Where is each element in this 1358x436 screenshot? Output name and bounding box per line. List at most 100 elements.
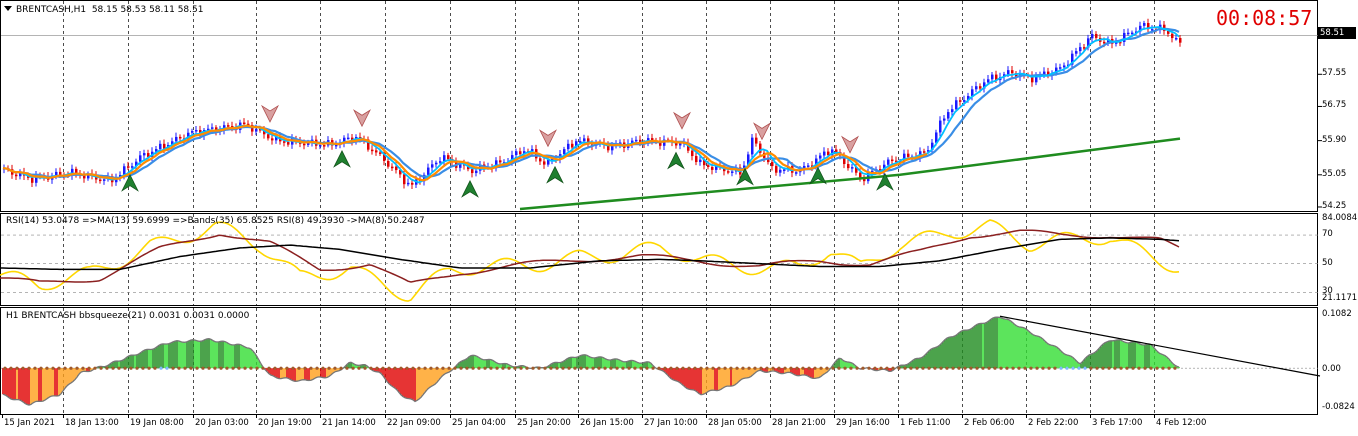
squeeze-dot — [1161, 366, 1165, 370]
time-tick-label: 2 Feb 22:00 — [1028, 418, 1079, 428]
bear-candle — [835, 149, 838, 153]
bear-candle — [847, 164, 850, 169]
squeeze-dot — [315, 366, 319, 370]
squeeze-dot — [513, 366, 517, 370]
squeeze-dot — [195, 366, 199, 370]
bear-candle — [607, 144, 610, 151]
bear-candle — [703, 159, 706, 166]
bull-candle — [1175, 37, 1178, 40]
squeeze-dot — [987, 366, 991, 370]
bull-candle — [1143, 23, 1146, 26]
squeeze-dot — [249, 366, 253, 370]
squeeze-dot — [651, 366, 655, 370]
main-panel-frame — [0, 0, 1318, 212]
bull-candle — [967, 95, 970, 101]
bear-candle — [923, 151, 926, 153]
time-tick-label: 1 Feb 11:00 — [900, 418, 951, 428]
bear-candle — [391, 166, 394, 169]
buy-arrow-icon — [667, 151, 685, 170]
squeeze-dot — [477, 366, 481, 370]
squeeze-dot — [219, 366, 223, 370]
squeeze-dot — [525, 366, 529, 370]
bear-candle — [243, 122, 246, 125]
bear-candle — [1163, 24, 1166, 31]
bull-candle — [431, 164, 434, 168]
squeeze-dot — [27, 366, 31, 370]
symbol-header[interactable]: BRENTCASH,H1 58.15 58.53 58.11 58.51 — [4, 5, 203, 15]
squeeze-dot — [993, 366, 997, 370]
squeeze-dot — [771, 366, 775, 370]
rsi-line — [0, 219, 1180, 302]
squeeze-dot — [45, 366, 49, 370]
squeeze-dot — [801, 366, 805, 370]
squeeze-dot — [933, 366, 937, 370]
rsi-level-70: 70 — [1322, 229, 1333, 239]
bull-candle — [1035, 75, 1038, 83]
squeeze-dot — [579, 366, 583, 370]
bear-candle — [855, 167, 858, 173]
squeeze-dot — [831, 366, 835, 370]
bull-candle — [795, 172, 798, 174]
bull-candle — [819, 155, 822, 159]
squeeze-dot — [555, 366, 559, 370]
bear-candle — [771, 162, 774, 167]
bull-candle — [583, 138, 586, 142]
squeeze-zero-label: 0.00 — [1322, 364, 1341, 374]
bear-candle — [843, 155, 846, 165]
squeeze-dot — [573, 366, 577, 370]
bear-candle — [587, 138, 590, 145]
bull-candle — [19, 172, 22, 177]
bull-candle — [187, 132, 190, 140]
rsi-bands-line — [0, 237, 1180, 271]
bear-candle — [403, 174, 406, 185]
bear-candle — [399, 170, 402, 175]
bull-candle — [475, 170, 478, 174]
squeeze-dot — [69, 366, 73, 370]
bull-candle — [779, 169, 782, 173]
sell-arrow-icon — [753, 122, 771, 141]
squeeze-dot — [153, 366, 157, 370]
bear-candle — [1179, 37, 1182, 43]
bull-candle — [211, 127, 214, 129]
bull-candle — [963, 100, 966, 102]
squeeze-dot — [1143, 366, 1147, 370]
squeeze-dot — [717, 366, 721, 370]
bear-candle — [383, 152, 386, 161]
squeeze-dot — [135, 366, 139, 370]
bull-candle — [423, 174, 426, 182]
squeeze-dot — [657, 366, 661, 370]
squeeze-dot — [21, 366, 25, 370]
squeeze-dot — [753, 366, 757, 370]
chevron-down-icon[interactable] — [4, 6, 12, 11]
squeeze-dot — [297, 366, 301, 370]
fast-ma-line — [2, 26, 1180, 184]
squeeze-dot — [123, 366, 127, 370]
squeeze-dot — [33, 366, 37, 370]
squeeze-dot — [747, 366, 751, 370]
bear-candle — [283, 141, 286, 143]
squeeze-dot — [1119, 366, 1123, 370]
bull-candle — [611, 145, 614, 151]
bull-candle — [443, 155, 446, 162]
squeeze-dot — [759, 366, 763, 370]
squeeze-dot — [567, 366, 571, 370]
squeeze-dot — [171, 366, 175, 370]
squeeze-dot — [807, 366, 811, 370]
bull-candle — [547, 159, 550, 165]
time-tick-label: 2 Feb 06:00 — [964, 418, 1015, 428]
bull-candle — [531, 149, 534, 152]
squeeze-dot — [183, 366, 187, 370]
squeeze-dot — [627, 366, 631, 370]
bear-candle — [351, 137, 354, 142]
bear-candle — [895, 160, 898, 163]
bear-candle — [15, 174, 18, 177]
squeeze-dot — [1137, 366, 1141, 370]
squeeze-dot — [699, 366, 703, 370]
squeeze-dot — [435, 366, 439, 370]
bear-candle — [271, 138, 274, 141]
squeeze-dot — [603, 366, 607, 370]
squeeze-dot — [597, 366, 601, 370]
squeeze-dot — [423, 366, 427, 370]
bear-candle — [263, 129, 266, 135]
